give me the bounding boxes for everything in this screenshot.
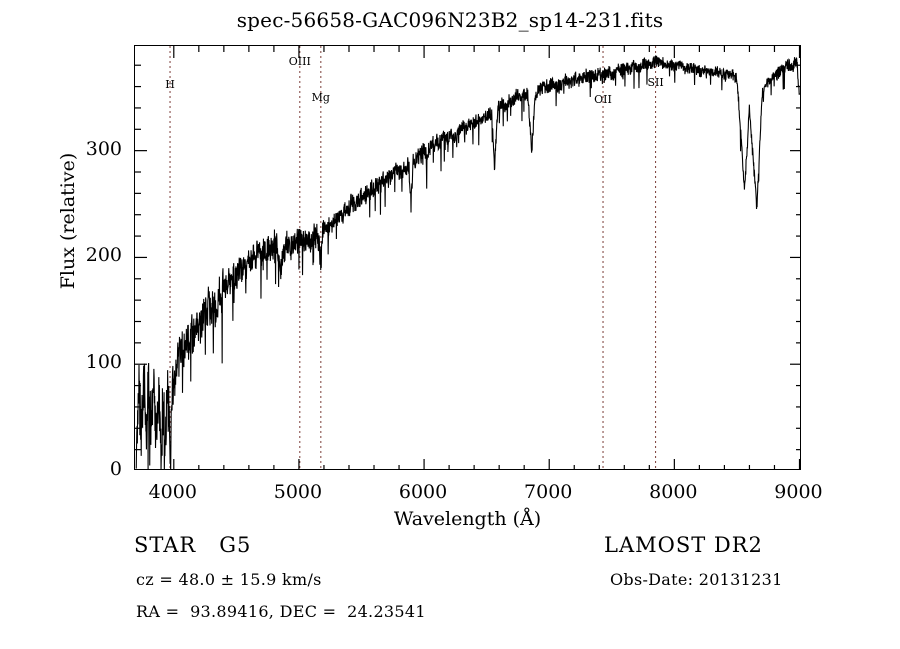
plot-canvas: H OIII Mg OII SII — [134, 45, 801, 470]
x-tick-label: 9000 — [774, 481, 823, 503]
y-tick-label: 200 — [85, 244, 122, 267]
y-tick-label: 0 — [109, 458, 122, 480]
line-label-sii: SII — [647, 75, 664, 89]
spectrum-svg — [135, 46, 800, 469]
x-tick-label: 4000 — [148, 481, 197, 503]
x-tick-label: 6000 — [398, 481, 448, 503]
axis-ticks-group — [135, 46, 800, 469]
x-tick-label: 5000 — [273, 481, 323, 503]
obs-date-label: Obs-Date: 20131231 — [610, 570, 783, 589]
y-axis-title: Flux (relative) — [57, 152, 79, 290]
line-label-mg: Mg — [311, 90, 330, 104]
line-label-oii: OII — [594, 92, 612, 106]
object-class-label: STAR G5 — [134, 533, 252, 557]
x-tick-label: 7000 — [524, 481, 573, 503]
page-title: spec-56658-GAC096N23B2_sp14-231.fits — [236, 8, 664, 32]
redshift-velocity-label: cz = 48.0 ± 15.9 km/s — [136, 570, 322, 589]
line-label-oiii: OIII — [288, 55, 311, 69]
line-marker-group — [169, 46, 657, 469]
line-label-h: H — [165, 77, 175, 91]
y-tick-label: 100 — [85, 351, 122, 374]
survey-label: LAMOST DR2 — [604, 533, 763, 557]
coordinates-label: RA = 93.89416, DEC = 24.23541 — [136, 602, 426, 621]
x-tick-label: 8000 — [649, 481, 698, 503]
x-axis-title: Wavelength (Å) — [393, 508, 542, 530]
spectrum-trace — [135, 55, 800, 469]
y-tick-label: 300 — [85, 137, 122, 160]
